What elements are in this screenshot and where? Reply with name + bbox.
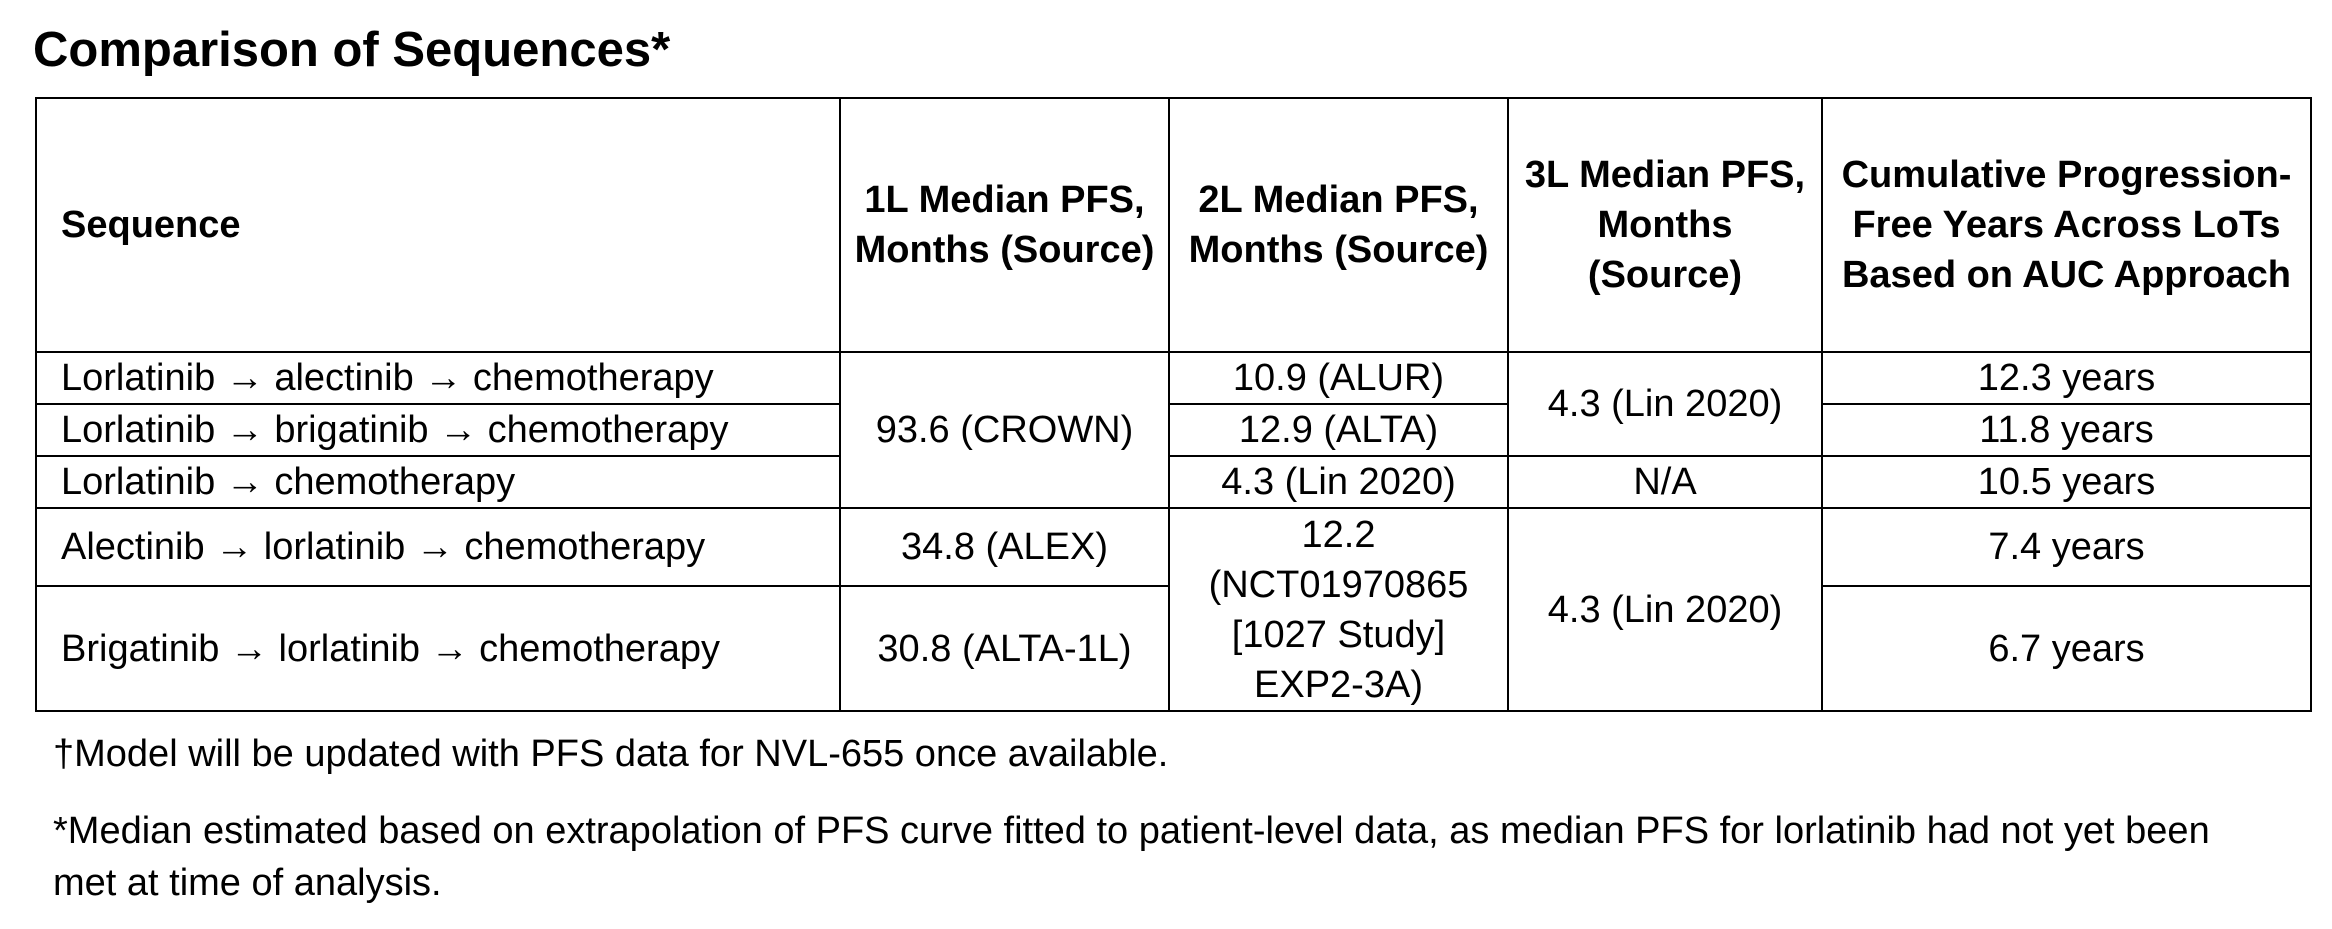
header-3l-median-pfs: 3L Median PFS, Months (Source) — [1507, 97, 1823, 353]
l3-pfs-cell: N/A — [1507, 455, 1823, 509]
l2-pfs-cell: 12.2 (NCT01970865 [1027 Study] EXP2-3A) — [1168, 507, 1509, 712]
header-cumulative-pfs-years: Cumulative Progression-Free Years Across… — [1821, 97, 2312, 353]
l2-pfs-cell: 4.3 (Lin 2020) — [1168, 455, 1509, 509]
table-row: Lorlatinib → alectinib → chemotherapy 93… — [35, 351, 2312, 509]
cumulative-years-cell: 10.5 years — [1821, 455, 2312, 509]
sequence-cell: Alectinib → lorlatinib → chemotherapy — [35, 507, 841, 587]
sequence-cell: Lorlatinib → chemotherapy — [35, 455, 841, 509]
l2-pfs-cell: 10.9 (ALUR) — [1168, 351, 1509, 405]
sequence-cell: Lorlatinib → brigatinib → chemotherapy — [35, 403, 841, 457]
cumulative-years-cell: 6.7 years — [1821, 585, 2312, 712]
sequence-comparison-table: Sequence 1L Median PFS, Months (Source) … — [35, 97, 2312, 712]
table-row: Lorlatinib → chemotherapy 4.3 (Lin 2020)… — [35, 455, 2312, 509]
footnote-dagger: †Model will be updated with PFS data for… — [53, 733, 1169, 775]
page-title: Comparison of Sequences* — [33, 23, 671, 77]
footnote-asterisk: *Median estimated based on extrapolation… — [53, 810, 2210, 904]
sequence-cell: Lorlatinib → alectinib → chemotherapy — [35, 351, 841, 405]
l1-pfs-cell: 30.8 (ALTA-1L) — [839, 585, 1170, 712]
header-2l-median-pfs: 2L Median PFS, Months (Source) — [1168, 97, 1509, 353]
l1-pfs-cell: 34.8 (ALEX) — [839, 507, 1170, 587]
table-row: Lorlatinib → brigatinib → chemotherapy 1… — [35, 403, 2312, 457]
l3-pfs-cell: 4.3 (Lin 2020) — [1507, 351, 1823, 457]
cumulative-years-cell: 12.3 years — [1821, 351, 2312, 405]
l3-pfs-cell: 4.3 (Lin 2020) — [1507, 507, 1823, 712]
table-row: Brigatinib → lorlatinib → chemotherapy 3… — [35, 585, 2312, 712]
table-header-row: Sequence 1L Median PFS, Months (Source) … — [35, 97, 2312, 353]
cumulative-years-cell: 11.8 years — [1821, 403, 2312, 457]
l2-pfs-cell: 12.9 (ALTA) — [1168, 403, 1509, 457]
sequence-cell: Brigatinib → lorlatinib → chemotherapy — [35, 585, 841, 712]
header-sequence: Sequence — [35, 97, 841, 353]
l1-pfs-cell: 93.6 (CROWN) — [839, 351, 1170, 509]
table-row: Alectinib → lorlatinib → chemotherapy 34… — [35, 507, 2312, 712]
cumulative-years-cell: 7.4 years — [1821, 507, 2312, 587]
header-1l-median-pfs: 1L Median PFS, Months (Source) — [839, 97, 1170, 353]
